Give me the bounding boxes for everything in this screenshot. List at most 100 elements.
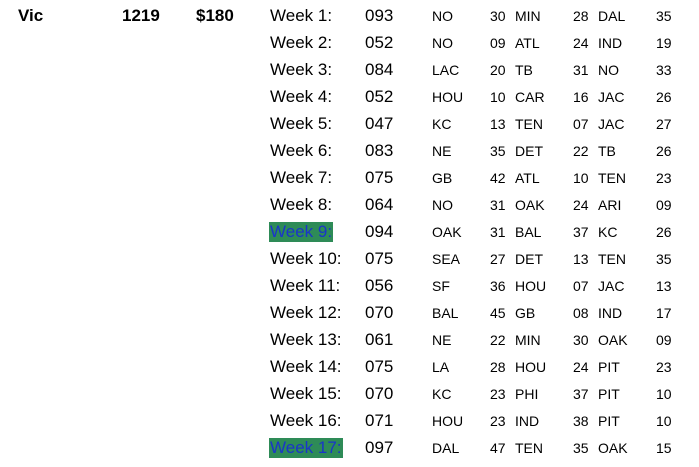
pick-team: DET	[515, 251, 543, 267]
week-row: Week 11: 056 SF 36 HOU 07 JAC 13	[0, 273, 699, 300]
pick-points: 08	[573, 305, 589, 321]
pick-points: 09	[656, 197, 672, 213]
pick-points: 19	[656, 35, 672, 51]
pick-team: SEA	[432, 251, 461, 267]
pick-points: 35	[656, 251, 672, 267]
pick-points: 13	[573, 251, 589, 267]
pick-team: ARI	[598, 197, 622, 213]
week-label: Week 5:	[270, 114, 333, 133]
player-name: Vic	[18, 6, 44, 25]
pick-points: 27	[490, 251, 506, 267]
pick-points: 28	[490, 359, 506, 375]
pick-team: NO	[432, 197, 453, 213]
week-score: 061	[365, 330, 394, 349]
pick-points: 37	[573, 224, 589, 240]
pick-team: JAC	[598, 278, 625, 294]
week-score: 075	[365, 168, 394, 187]
week-score: 070	[365, 384, 394, 403]
pick-team: HOU	[432, 89, 464, 105]
pick-team: NO	[432, 8, 453, 24]
pick-points: 24	[573, 359, 589, 375]
pick-points: 22	[490, 332, 506, 348]
pick-points: 10	[490, 89, 506, 105]
week-row: Week 1: 093 NO 30 MIN 28 DAL 35	[0, 3, 699, 30]
pick-team: DAL	[598, 8, 626, 24]
pick-points: 23	[656, 170, 672, 186]
pick-points: 30	[490, 8, 506, 24]
pick-team: BAL	[432, 305, 459, 321]
week-label: Week 14:	[270, 357, 342, 376]
pick-team: HOU	[432, 413, 464, 429]
pick-points: 26	[656, 224, 672, 240]
week-label: Week 12:	[270, 303, 342, 322]
pick-points: 07	[573, 116, 589, 132]
pick-points: 42	[490, 170, 506, 186]
pick-team: PHI	[515, 386, 539, 402]
pick-team: OAK	[598, 440, 628, 456]
week-score: 097	[365, 438, 394, 457]
week-score: 094	[365, 222, 394, 241]
pick-points: 15	[656, 440, 672, 456]
pick-team: OAK	[432, 224, 462, 240]
pick-points: 45	[490, 305, 506, 321]
pick-team: ATL	[515, 35, 540, 51]
week-row: Week 15: 070 KC 23 PHI 37 PIT 10	[0, 381, 699, 408]
pick-team: JAC	[598, 89, 625, 105]
pick-points: 47	[490, 440, 506, 456]
week-row: Week 9: 094 OAK 31 BAL 37 KC 26	[0, 219, 699, 246]
week-row: Week 3: 084 LAC 20 TB 31 NO 33	[0, 57, 699, 84]
pick-points: 17	[656, 305, 672, 321]
week-score: 084	[365, 60, 394, 79]
pick-points: 09	[490, 35, 506, 51]
week-label: Week 8:	[270, 195, 333, 214]
pick-team: PIT	[598, 359, 620, 375]
pick-team: NE	[432, 332, 452, 348]
weekly-picks-table: Week 1: 093 NO 30 MIN 28 DAL 35 Week 2: 052 NO 09 AT…	[0, 3, 699, 462]
week-score: 047	[365, 114, 394, 133]
pick-points: 28	[573, 8, 589, 24]
week-label: Week 13:	[270, 330, 342, 349]
pick-team: PIT	[598, 413, 620, 429]
pick-points: 27	[656, 116, 672, 132]
pick-team: TB	[515, 62, 533, 78]
week-label: Week 3:	[270, 60, 333, 79]
pick-points: 20	[490, 62, 506, 78]
pick-team: OAK	[515, 197, 545, 213]
week-row: Week 7: 075 GB 42 ATL 10 TEN 23	[0, 165, 699, 192]
pick-team: TB	[598, 143, 616, 159]
week-label: Week 17:	[269, 438, 343, 458]
pick-team: TEN	[515, 116, 543, 132]
pick-team: TEN	[598, 170, 626, 186]
pick-team: HOU	[515, 359, 547, 375]
week-row: Week 14: 075 LA 28 HOU 24 PIT 23	[0, 354, 699, 381]
pick-points: 23	[656, 359, 672, 375]
pick-points: 35	[656, 8, 672, 24]
pick-team: TEN	[598, 251, 626, 267]
pick-team: KC	[432, 116, 452, 132]
pick-team: TEN	[515, 440, 543, 456]
week-label: Week 9:	[269, 222, 334, 242]
week-row: Week 8: 064 NO 31 OAK 24 ARI 09	[0, 192, 699, 219]
week-score: 083	[365, 141, 394, 160]
pick-team: DET	[515, 143, 543, 159]
pick-points: 24	[573, 197, 589, 213]
pick-points: 09	[656, 332, 672, 348]
pick-team: NE	[432, 143, 452, 159]
week-row: Week 12: 070 BAL 45 GB 08 IND 17	[0, 300, 699, 327]
pick-team: HOU	[515, 278, 547, 294]
pick-team: IND	[515, 413, 540, 429]
pick-points: 31	[490, 197, 506, 213]
pick-points: 24	[573, 35, 589, 51]
pick-points: 16	[573, 89, 589, 105]
pick-points: 36	[490, 278, 506, 294]
pick-team: LA	[432, 359, 450, 375]
week-label: Week 15:	[270, 384, 342, 403]
week-label: Week 2:	[270, 33, 333, 52]
pick-points: 07	[573, 278, 589, 294]
pick-team: NO	[598, 62, 619, 78]
week-label: Week 6:	[270, 141, 333, 160]
pick-points: 33	[656, 62, 672, 78]
pick-team: KC	[598, 224, 618, 240]
week-score: 070	[365, 303, 394, 322]
week-row: Week 2: 052 NO 09 ATL 24 IND 19	[0, 30, 699, 57]
